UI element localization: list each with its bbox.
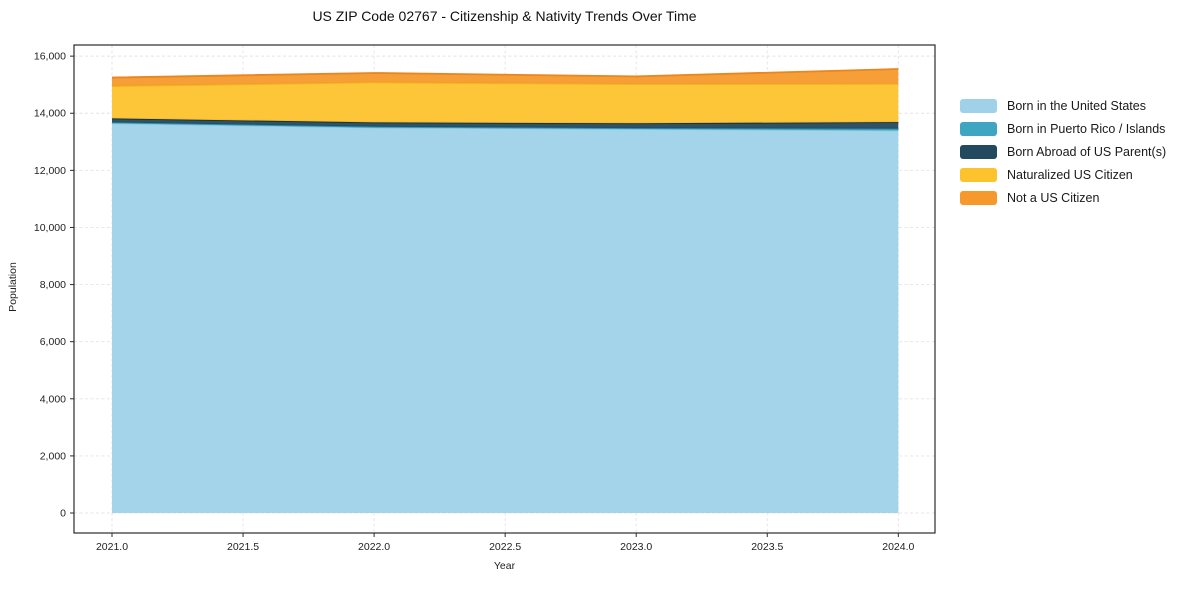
- legend-label: Born Abroad of US Parent(s): [1007, 145, 1167, 159]
- svg-text:10,000: 10,000: [34, 222, 66, 234]
- legend-label: Born in Puerto Rico / Islands: [1007, 122, 1166, 136]
- svg-text:12,000: 12,000: [34, 165, 66, 177]
- y-axis-label: Population: [7, 262, 19, 312]
- legend-label: Not a US Citizen: [1007, 191, 1100, 205]
- legend-item: Naturalized US Citizen: [960, 168, 1166, 182]
- svg-text:8,000: 8,000: [40, 279, 66, 291]
- svg-text:2022.5: 2022.5: [489, 541, 521, 553]
- svg-text:2,000: 2,000: [40, 450, 66, 462]
- svg-text:2023.0: 2023.0: [620, 541, 652, 553]
- svg-text:2024.0: 2024.0: [882, 541, 914, 553]
- legend-label: Naturalized US Citizen: [1007, 168, 1133, 182]
- legend-item: Born Abroad of US Parent(s): [960, 145, 1166, 159]
- legend-item: Born in the United States: [960, 99, 1166, 113]
- svg-text:0: 0: [60, 508, 66, 520]
- legend-swatch-icon: [960, 145, 997, 159]
- legend-swatch-icon: [960, 122, 997, 136]
- legend-label: Born in the United States: [1007, 99, 1146, 113]
- svg-text:14,000: 14,000: [34, 108, 66, 120]
- svg-text:16,000: 16,000: [34, 51, 66, 63]
- legend-swatch-icon: [960, 191, 997, 205]
- svg-text:2021.5: 2021.5: [227, 541, 259, 553]
- chart-title: US ZIP Code 02767 - Citizenship & Nativi…: [312, 8, 697, 24]
- svg-text:6,000: 6,000: [40, 336, 66, 348]
- svg-text:2022.0: 2022.0: [358, 541, 390, 553]
- legend-swatch-icon: [960, 99, 997, 113]
- x-axis-label: Year: [493, 560, 516, 572]
- svg-text:4,000: 4,000: [40, 393, 66, 405]
- svg-text:2023.5: 2023.5: [751, 541, 783, 553]
- legend: Born in the United States Born in Puerto…: [960, 99, 1166, 214]
- legend-item: Not a US Citizen: [960, 191, 1166, 205]
- legend-item: Born in Puerto Rico / Islands: [960, 122, 1166, 136]
- legend-swatch-icon: [960, 168, 997, 182]
- svg-text:2021.0: 2021.0: [96, 541, 128, 553]
